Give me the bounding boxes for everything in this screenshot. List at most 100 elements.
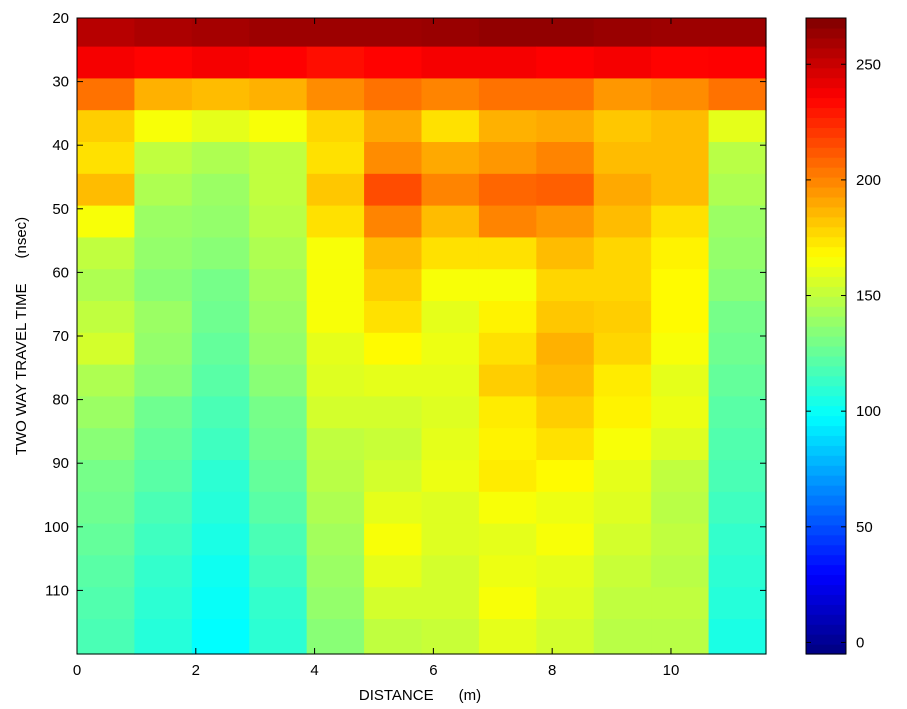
heatmap-cell — [593, 364, 652, 398]
heatmap-cell — [708, 460, 767, 493]
heatmap-cell — [364, 619, 423, 655]
heatmap-cell — [306, 269, 365, 302]
y-tick-label: 50 — [52, 201, 69, 218]
heatmap-cell — [593, 269, 652, 302]
colorbar-axis: 0 50 100 150 200 250 — [806, 56, 881, 651]
heatmap-cell — [364, 110, 423, 143]
heatmap-cell — [421, 555, 480, 588]
heatmap-cell — [536, 523, 595, 557]
colorbar-band — [806, 604, 846, 615]
heatmap-cell — [134, 523, 193, 557]
colorbar-band — [806, 226, 846, 238]
heatmap-cell — [421, 110, 480, 143]
heatmap-cell — [651, 142, 710, 175]
heatmap-cell — [134, 555, 193, 588]
heatmap-cell — [77, 523, 136, 557]
colorbar-band — [806, 77, 846, 89]
x-tick-label: 8 — [548, 662, 556, 679]
heatmap-cell — [134, 428, 193, 461]
heatmap-cell — [421, 78, 480, 111]
heatmap-cell — [708, 396, 767, 429]
x-tick-label: 4 — [310, 662, 318, 679]
colorbar-band — [806, 286, 846, 297]
heatmap-cell — [134, 619, 193, 655]
heatmap-cell — [249, 78, 308, 111]
y-axis-label: TWO WAY TRAVEL TIME (nsec) — [13, 217, 30, 455]
heatmap-cell — [593, 555, 652, 588]
heatmap-cell — [134, 173, 193, 207]
colorbar-band — [806, 405, 846, 417]
heatmap-cell — [478, 587, 537, 620]
heatmap-cell — [593, 428, 652, 461]
heatmap-cell — [306, 555, 365, 588]
heatmap-cell — [134, 205, 193, 239]
heatmap-cell — [249, 587, 308, 620]
heatmap-cell — [651, 173, 710, 207]
y-tick-label: 100 — [44, 519, 69, 536]
heatmap-cell — [651, 460, 710, 493]
heatmap-cell — [478, 460, 537, 493]
heatmap-cell — [191, 110, 250, 143]
heatmap-cell — [306, 491, 365, 525]
heatmap-cell — [651, 491, 710, 525]
heatmap-cell — [77, 173, 136, 207]
heatmap-cell — [593, 396, 652, 429]
heatmap-cell — [593, 18, 652, 48]
colorbar-band — [806, 97, 846, 109]
heatmap-cell — [364, 587, 423, 620]
heatmap-cell — [421, 332, 480, 366]
heatmap-cell — [651, 269, 710, 302]
colorbar — [806, 18, 846, 655]
heatmap-cell — [421, 237, 480, 270]
colorbar-band — [806, 336, 846, 347]
heatmap-cell — [421, 46, 480, 80]
heatmap-cell — [77, 237, 136, 270]
colorbar-band — [806, 157, 846, 168]
colorbar-band — [806, 107, 846, 118]
colorbar-band — [806, 147, 846, 158]
heatmap-cell — [478, 46, 537, 80]
heatmap-cell — [191, 523, 250, 557]
heatmap-cell — [708, 332, 767, 366]
heatmap-cell — [593, 173, 652, 207]
heatmap-cell — [134, 364, 193, 398]
heatmap-cell — [421, 460, 480, 493]
heatmap-cell — [478, 364, 537, 398]
heatmap-cell — [651, 78, 710, 111]
heatmap-cell — [249, 332, 308, 366]
colorbar-frame — [805, 17, 847, 655]
heatmap-cell — [134, 46, 193, 80]
heatmap-cell — [651, 18, 710, 48]
heatmap-cell — [364, 205, 423, 239]
heatmap-cell — [421, 364, 480, 398]
colorbar-band — [806, 614, 846, 625]
colorbar-band — [806, 385, 846, 397]
heatmap-cell — [77, 110, 136, 143]
heatmap-cell — [77, 301, 136, 334]
x-tick-label: 10 — [663, 662, 680, 679]
heatmap-cell — [364, 523, 423, 557]
colorbar-band — [806, 465, 846, 476]
heatmap-cell — [306, 523, 365, 557]
heatmap-cell — [77, 332, 136, 366]
heatmap-cell — [306, 332, 365, 366]
heatmap-cell — [249, 205, 308, 239]
heatmap-cell — [478, 205, 537, 239]
heatmap-cell — [134, 491, 193, 525]
colorbar-band — [806, 514, 846, 526]
heatmap-cell — [306, 301, 365, 334]
heatmap-cell — [191, 173, 250, 207]
heatmap-cell — [708, 364, 767, 398]
heatmap-cell — [306, 205, 365, 239]
heatmap-cell — [77, 555, 136, 588]
colorbar-band — [806, 37, 846, 49]
colorbar-band — [806, 306, 846, 317]
heatmap-cell — [249, 46, 308, 80]
y-tick-label: 90 — [52, 455, 69, 472]
heatmap-cell — [421, 18, 480, 48]
heatmap-cell — [306, 78, 365, 111]
heatmap-cell — [593, 491, 652, 525]
colorbar-band — [806, 485, 846, 496]
heatmap-cell — [708, 428, 767, 461]
colorbar-band — [806, 415, 846, 427]
